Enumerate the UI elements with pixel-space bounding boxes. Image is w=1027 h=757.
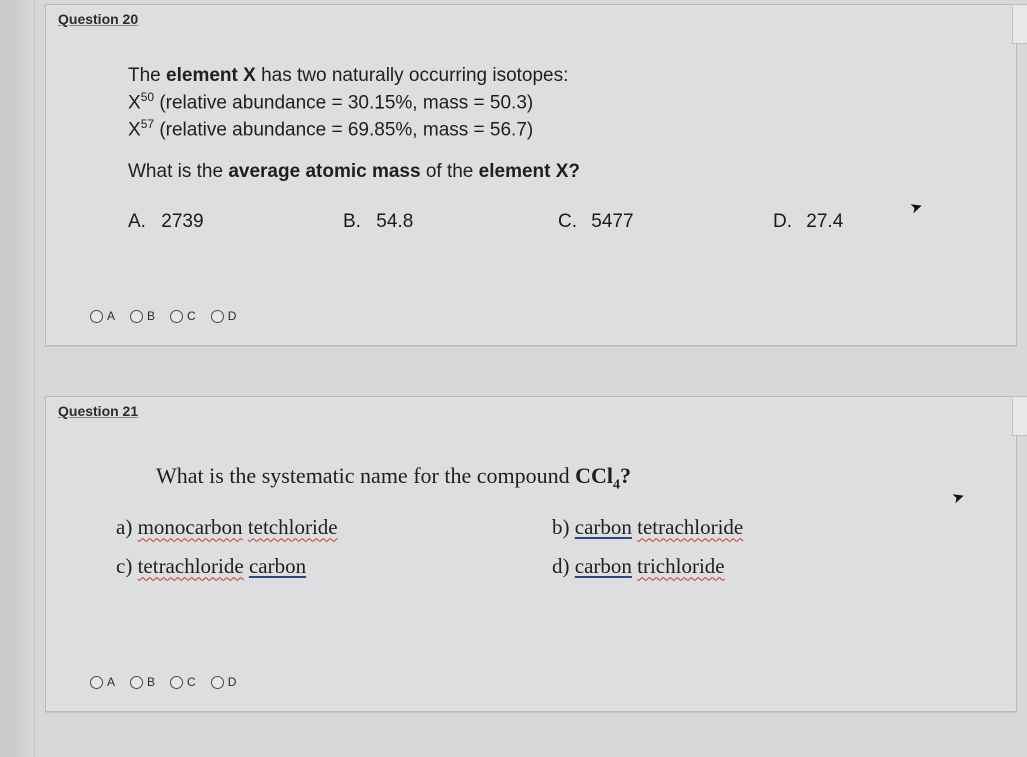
q21-title-pre: What is the systematic name for the comp… [156,463,575,488]
q21-opt-d-w1: carbon [575,554,632,578]
q20-radio-b[interactable]: B [130,309,156,323]
q21-opt-b-w1: carbon [575,515,632,539]
q20-iso2-super: 57 [141,117,154,131]
q20-choice-d: D. 27.4 [773,211,988,233]
question-21-options: a) monocarbon tetchloride b) carbon tetr… [116,515,988,579]
book-spine-shadow [0,0,35,757]
q21-radio-b[interactable]: B [130,675,156,689]
q20-choice-b: B. 54.8 [343,211,558,233]
q20-line1-bold: element X [166,65,256,86]
q20-choice-b-value: 54.8 [376,211,413,232]
question-20-box: Question 20 The element X has two natura… [45,4,1017,346]
q21-opt-a-w1: monocarbon [138,515,243,539]
q20-choice-a: A. 2739 [128,211,343,233]
q21-formula-sub: 4 [613,477,620,492]
q20-iso1-super: 50 [141,90,154,104]
radio-dot-icon [170,310,183,323]
q20-line1-pre: The [128,65,166,86]
q21-opt-a-w2: tetchloride [248,515,338,539]
q21-opt-a: a) monocarbon tetchloride [116,515,552,540]
radio-dot-icon [130,676,143,689]
question-21-box: Question 21 What is the systematic name … [45,396,1017,712]
q20-radio-a[interactable]: A [90,309,116,323]
q20-choice-c-label: C. [558,211,586,233]
q21-radio-c-label: C [187,675,197,689]
q21-opt-c: c) tetrachloride carbon [116,554,552,579]
q20-choice-a-label: A. [128,211,156,233]
q21-opt-b-label: b) [552,515,575,539]
q20-subq-b1: average atomic mass [228,161,420,182]
page-tab-top [1012,4,1027,44]
q21-radio-b-label: B [147,675,156,689]
q21-opt-d-label: d) [552,554,575,578]
q20-radio-a-label: A [107,309,116,323]
q21-opt-c-label: c) [116,554,138,578]
q21-title-q: ? [620,463,631,488]
question-20-body: The element X has two naturally occurrin… [128,63,988,233]
q20-choice-c: C. 5477 [558,211,773,233]
q20-line1-post: has two naturally occurring isotopes: [256,65,569,86]
q21-radio-c[interactable]: C [170,675,197,689]
q21-opt-a-label: a) [116,515,138,539]
q20-choice-a-value: 2739 [161,211,203,232]
q21-radio-d-label: D [228,675,238,689]
q21-opt-b-w2: tetrachloride [637,515,743,539]
q20-radio-b-label: B [147,309,156,323]
q20-choice-d-value: 27.4 [806,211,843,232]
q20-choice-d-label: D. [773,211,801,233]
question-20-subq: What is the average atomic mass of the e… [128,161,988,183]
q21-radio-d[interactable]: D [211,675,238,689]
radio-dot-icon [90,310,103,323]
q20-subq-pre: What is the [128,161,228,182]
page-tab-bottom [1012,396,1027,436]
question-20-stem: The element X has two naturally occurrin… [128,63,988,143]
q20-radio-d-label: D [228,309,238,323]
radio-dot-icon [90,676,103,689]
q20-radio-c-label: C [187,309,197,323]
q20-iso1-symbol: X [128,92,141,113]
radio-dot-icon [211,676,224,689]
q20-subq-mid: of the [421,161,479,182]
q20-choice-c-value: 5477 [591,211,633,232]
question-20-radios: A B C D [90,309,237,323]
question-20-choices: A. 2739 B. 54.8 C. 5477 D. 27.4 [128,211,988,233]
question-21-radios: A B C D [90,675,237,689]
q20-iso2-symbol: X [128,119,141,140]
question-21-title: What is the systematic name for the comp… [156,463,988,493]
q20-choice-b-label: B. [343,211,371,233]
q21-formula-base: CCl [575,463,613,488]
q20-radio-c[interactable]: C [170,309,197,323]
q21-opt-c-w1: tetrachloride [138,554,244,578]
q21-opt-d-w2: trichloride [637,554,724,578]
question-20-label: Question 20 [58,11,138,27]
q21-opt-b: b) carbon tetrachloride [552,515,988,540]
q20-radio-d[interactable]: D [211,309,238,323]
question-21-body: What is the systematic name for the comp… [116,457,988,579]
q21-radio-a[interactable]: A [90,675,116,689]
q20-subq-b2: element X? [479,161,580,182]
q20-iso2-rest: (relative abundance = 69.85%, mass = 56.… [154,119,533,140]
radio-dot-icon [130,310,143,323]
page: Question 20 The element X has two natura… [0,0,1027,757]
radio-dot-icon [170,676,183,689]
q20-iso1-rest: (relative abundance = 30.15%, mass = 50.… [154,92,533,113]
q21-radio-a-label: A [107,675,116,689]
q21-opt-d: d) carbon trichloride [552,554,988,579]
question-21-label: Question 21 [58,403,138,419]
q21-opt-c-w2: carbon [249,554,306,578]
radio-dot-icon [211,310,224,323]
